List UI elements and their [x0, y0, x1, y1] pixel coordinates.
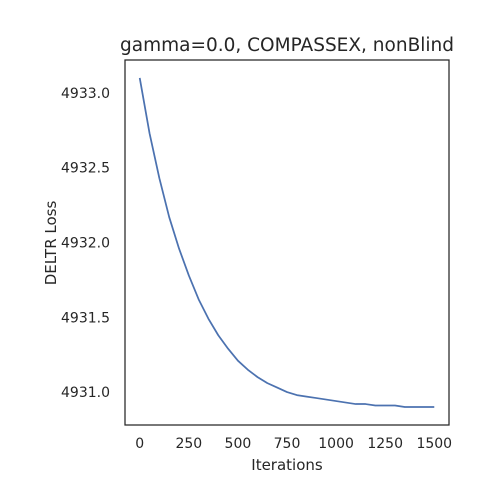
y-tick-labels: 4931.0 4931.5 4932.0 4932.5 4933.0 [61, 86, 110, 401]
y-axis-label: DELTR Loss [42, 201, 60, 286]
y-tick-label: 4931.5 [61, 310, 110, 326]
x-tick-label: 750 [274, 436, 301, 452]
x-tick-labels: 0 250 500 750 1000 1250 1500 [135, 436, 452, 452]
y-tick-label: 4932.5 [61, 161, 110, 177]
y-tick-label: 4932.0 [61, 236, 110, 252]
x-tick-label: 1250 [367, 436, 403, 452]
plot-frame [124, 59, 450, 426]
y-tick-label: 4931.0 [61, 385, 110, 401]
plot-area [125, 60, 449, 425]
x-tick-label: 1000 [318, 436, 354, 452]
y-tick-label: 4933.0 [61, 86, 110, 102]
x-axis-label: Iterations [251, 456, 323, 474]
x-tick-label: 250 [175, 436, 202, 452]
series-line-0 [138, 77, 435, 408]
x-tick-label: 0 [135, 436, 144, 452]
x-tick-label: 1500 [416, 436, 452, 452]
series-layer [138, 77, 435, 408]
chart-title: gamma=0.0, COMPASSEX, nonBlind [120, 35, 454, 56]
x-tick-label: 500 [225, 436, 252, 452]
